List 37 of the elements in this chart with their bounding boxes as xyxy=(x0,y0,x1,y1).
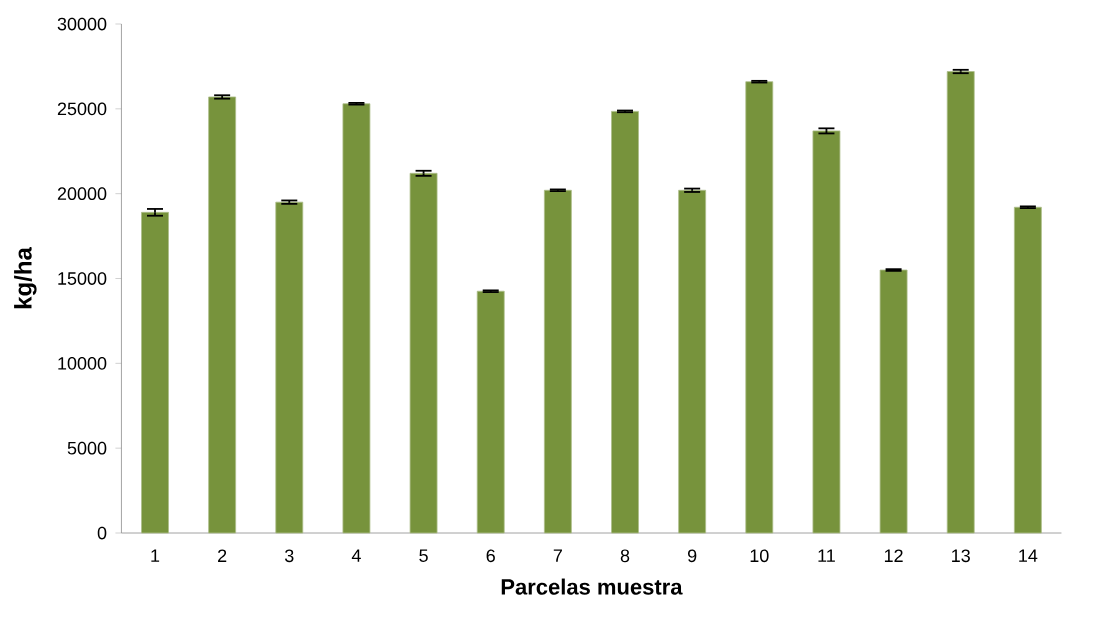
x-tick-label: 13 xyxy=(952,549,970,563)
bar xyxy=(476,290,505,534)
bar xyxy=(275,201,304,534)
bar xyxy=(678,189,707,534)
y-tick-label: 30000 xyxy=(57,17,107,31)
x-tick-label: 5 xyxy=(419,549,428,562)
x-tick-label: 12 xyxy=(884,549,903,562)
x-tick-label: 7 xyxy=(553,549,562,562)
bar xyxy=(141,211,169,534)
y-tick-label: 20000 xyxy=(57,187,107,201)
bar xyxy=(543,189,572,534)
bar xyxy=(946,71,975,534)
bar xyxy=(745,81,774,534)
x-tick-label: 8 xyxy=(620,549,630,563)
y-tick-label: 25000 xyxy=(57,102,107,116)
x-tick-label: 14 xyxy=(1019,549,1038,562)
x-tick-label: 1 xyxy=(151,549,160,562)
x-tick-label: 3 xyxy=(284,549,294,563)
x-tick-label: 9 xyxy=(687,549,697,563)
y-axis-title: kg/ha xyxy=(14,247,37,309)
x-tick-label: 11 xyxy=(818,549,835,562)
bar xyxy=(812,130,841,534)
y-tick-label: 15000 xyxy=(58,272,107,285)
x-tick-label: 2 xyxy=(218,549,227,562)
bar xyxy=(409,172,438,534)
y-tick-label: 5000 xyxy=(67,441,107,455)
bar xyxy=(879,269,908,534)
x-tick-label: 6 xyxy=(486,549,495,563)
bar xyxy=(611,110,639,534)
bar xyxy=(1013,206,1042,534)
x-tick-label: 10 xyxy=(750,549,769,563)
bar xyxy=(208,96,237,534)
y-tick-label: 10000 xyxy=(58,356,107,370)
x-axis-title: Parcelas muestra xyxy=(501,578,683,595)
y-tick-label: 0 xyxy=(97,526,107,540)
x-tick-label: 4 xyxy=(351,549,361,562)
bar xyxy=(342,103,371,534)
